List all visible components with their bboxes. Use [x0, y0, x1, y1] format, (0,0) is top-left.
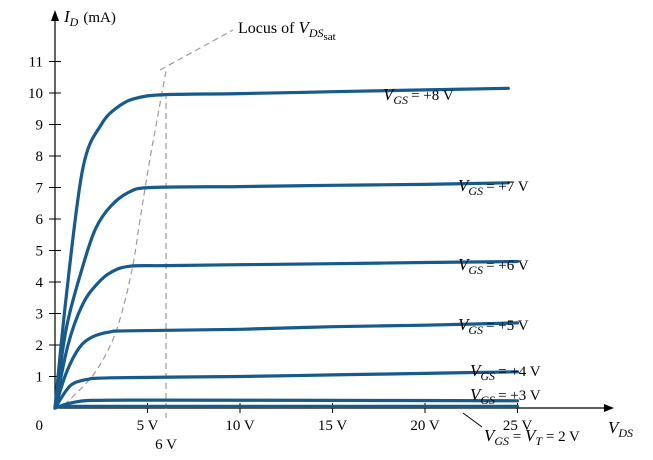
x-tick-label: 0: [36, 418, 44, 434]
y-tick-label: 6: [36, 212, 44, 228]
curve-vgs-8v: [53, 86, 510, 410]
curve-vgs-5v: [53, 321, 520, 410]
vgs-label-8v: VGS = +8 V: [383, 85, 454, 107]
y-tick-label: 1: [36, 370, 44, 386]
vgs-label-7v: VGS = +7 V: [458, 176, 529, 198]
vt-leader-line: [462, 412, 483, 428]
vgs-label-4v: VGS = +4 V: [470, 361, 541, 383]
vgs-label-5v: VGS = +5 V: [458, 315, 529, 337]
vgs-label-vt-2v: VGS = VT = 2 V: [484, 426, 580, 448]
y-tick-label: 10: [28, 86, 43, 102]
vgs-label-3v: VGS = +3 V: [470, 385, 541, 407]
curve-vgs-3v: [53, 398, 520, 410]
x-ticks: 0 5 V 10 V 15 V 20 V 25 V: [36, 403, 532, 434]
y-tick-label: 4: [36, 275, 44, 291]
y-axis-arrowhead: [51, 10, 59, 21]
y-tick-label: 5: [36, 244, 44, 260]
x-axis-arrowhead: [604, 404, 614, 412]
locus-annotation: Locus of VDSsat: [238, 18, 336, 43]
x-tick-label: 10 V: [225, 418, 254, 434]
locus-dashed-line: [63, 70, 167, 406]
x-axis-title: VDS: [608, 418, 633, 440]
y-tick-label: 7: [36, 181, 44, 197]
vgs-label-6v: VGS = +6 V: [458, 255, 529, 277]
curve-vgs-4v: [53, 370, 520, 410]
x-tick-label: 25 V: [503, 418, 532, 434]
x-tick-label: 15 V: [318, 418, 347, 434]
y-tick-label: 3: [36, 307, 44, 323]
y-ticks: 1 2 3 4 5 6 7 8 9 10 11: [28, 55, 61, 386]
curve-vgs-7v: [53, 181, 510, 410]
y-tick-label: 8: [36, 149, 44, 165]
y-tick-label: 2: [36, 338, 44, 354]
y-axis-title: ID (mA): [63, 7, 116, 29]
curves: [53, 86, 520, 410]
curve-vgs-6v: [53, 259, 520, 410]
y-tick-label: 11: [29, 55, 43, 71]
locus-leader-line: [159, 29, 234, 71]
x-tick-label: 5 V: [137, 418, 159, 434]
vds-6v-label: 6 V: [155, 437, 177, 453]
x-tick-label: 20 V: [410, 418, 439, 434]
y-tick-label: 9: [36, 118, 44, 134]
